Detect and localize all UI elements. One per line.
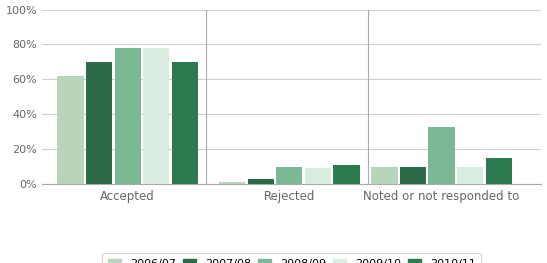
Bar: [305, 168, 331, 184]
Bar: [86, 62, 112, 184]
Legend: 2006/07, 2007/08, 2008/09, 2009/10, 2010/11: 2006/07, 2007/08, 2008/09, 2009/10, 2010…: [102, 253, 481, 263]
Bar: [219, 182, 246, 184]
Bar: [333, 165, 359, 184]
Bar: [486, 158, 511, 184]
Bar: [428, 127, 455, 184]
Bar: [400, 167, 426, 184]
Bar: [172, 62, 198, 184]
Bar: [57, 76, 84, 184]
Bar: [457, 167, 483, 184]
Bar: [248, 179, 274, 184]
Bar: [143, 48, 169, 184]
Bar: [276, 167, 302, 184]
Bar: [114, 48, 141, 184]
Bar: [371, 167, 398, 184]
